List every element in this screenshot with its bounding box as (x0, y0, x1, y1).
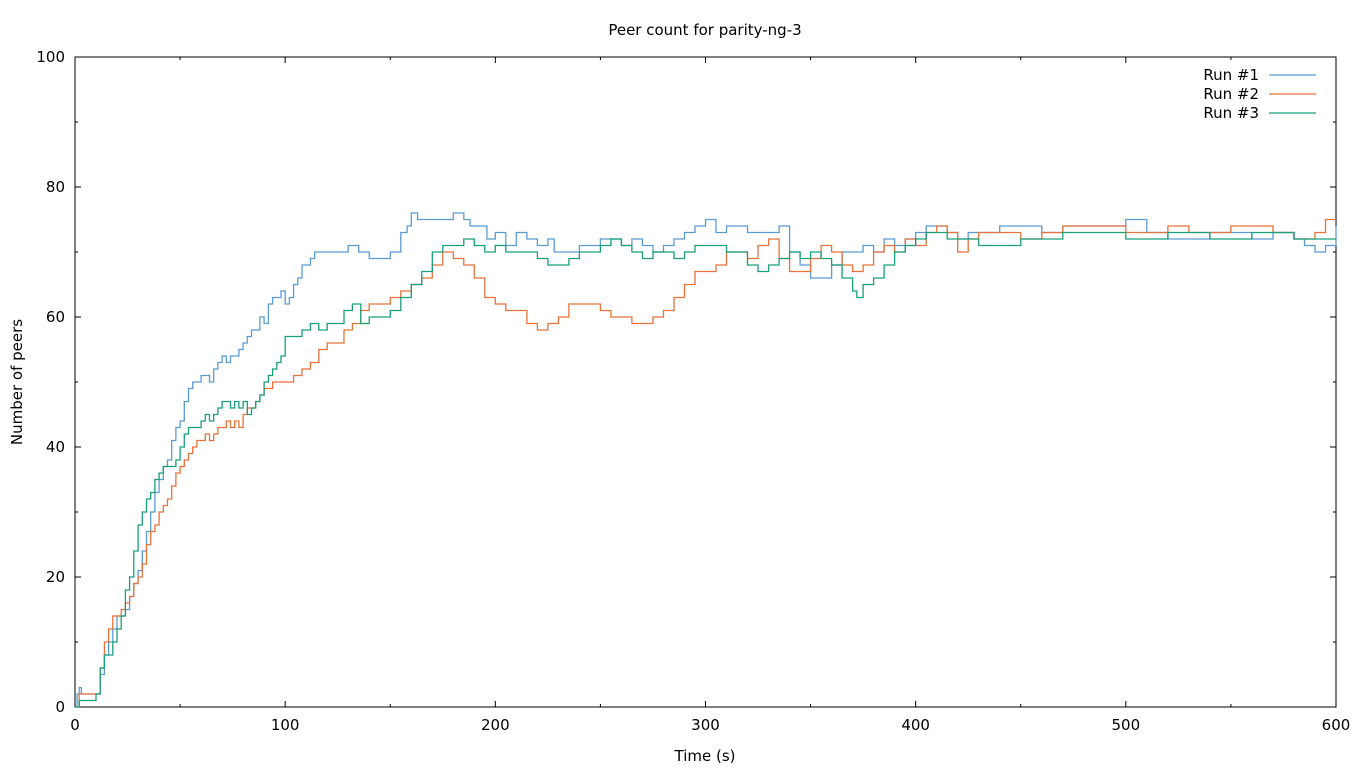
y-tick-label: 80 (46, 178, 65, 196)
y-tick-label: 40 (46, 438, 65, 456)
x-axis-title: Time (s) (674, 747, 736, 765)
x-tick-label: 400 (901, 716, 930, 734)
x-tick-label: 0 (70, 716, 80, 734)
x-tick-label: 200 (481, 716, 510, 734)
x-tick-label: 100 (271, 716, 300, 734)
y-axis-title: Number of peers (8, 319, 26, 445)
series-line-run-3 (75, 231, 1336, 708)
series-lines (75, 212, 1337, 708)
y-tick-label: 100 (36, 48, 65, 66)
axis-ticks: 0 100 200 300 400 500 600 0 20 40 60 80 100 (36, 48, 1350, 734)
y-tick-label: 0 (55, 698, 65, 716)
series-line-run-1 (75, 212, 1337, 708)
series-line-run-2 (75, 218, 1336, 708)
x-tick-label: 500 (1112, 716, 1141, 734)
x-tick-label: 300 (691, 716, 720, 734)
x-tick-label: 600 (1322, 716, 1351, 734)
y-tick-label: 20 (46, 568, 65, 586)
legend-label-run-1: Run #1 (1203, 66, 1259, 84)
y-tick-label: 60 (46, 308, 65, 326)
legend-label-run-3: Run #3 (1203, 104, 1259, 122)
legend-label-run-2: Run #2 (1203, 85, 1259, 103)
chart-title: Peer count for parity-ng-3 (608, 21, 801, 39)
